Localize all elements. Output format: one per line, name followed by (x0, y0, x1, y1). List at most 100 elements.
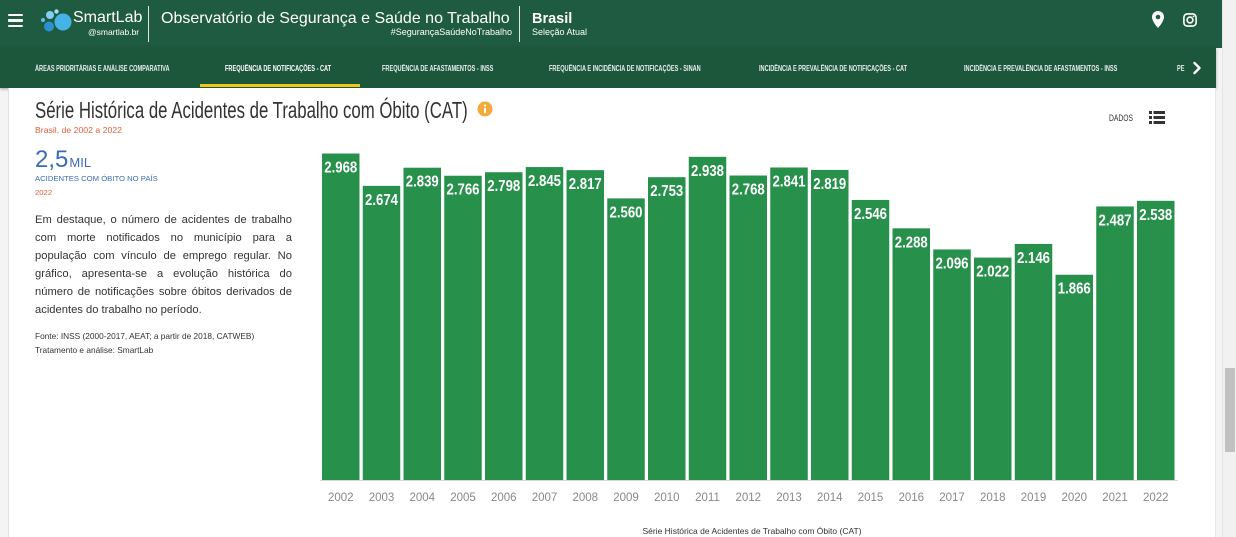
x-tick-label-2008: 2008 (572, 492, 598, 504)
list-icon (1149, 111, 1165, 124)
x-tick-label-2012: 2012 (735, 492, 761, 504)
bar-2007[interactable] (525, 167, 564, 481)
x-tick-label-2020: 2020 (1061, 492, 1087, 504)
bar-value-label-2022: 2.538 (1139, 207, 1172, 224)
x-tick-label-2017: 2017 (939, 492, 965, 504)
card-title: Série Histórica de Acidentes de Trabalho… (35, 97, 468, 123)
bar-2003[interactable] (362, 185, 401, 481)
location-caption: Seleção Atual (532, 27, 588, 37)
data-button[interactable]: DADOS (1108, 110, 1168, 126)
instagram-icon[interactable] (1183, 13, 1197, 27)
bar-2012[interactable] (729, 175, 768, 480)
list-bullet (1149, 116, 1152, 119)
header-divider (148, 6, 149, 42)
list-bullet (1149, 121, 1152, 124)
bar-2018[interactable] (974, 257, 1012, 480)
instagram-frame (1183, 13, 1197, 27)
source-text: Fonte: INSS (2000-2017, AEAT; a partir d… (35, 331, 255, 341)
bar-2004[interactable] (403, 167, 442, 480)
bar-2021[interactable] (1096, 206, 1134, 480)
bar-2006[interactable] (485, 172, 523, 480)
bar-value-label-2010: 2.753 (650, 183, 683, 200)
card-subtitle: Brasil, de 2002 a 2022 (35, 125, 122, 135)
menu-icon-line (8, 14, 23, 17)
header-divider (519, 6, 520, 42)
tab-frequencia-incidencia-sinan[interactable]: FREQUÊNCIA E INCIDÊNCIA DE NOTIFICAÇÕES … (549, 64, 701, 73)
bar-value-label-2002: 2.968 (324, 160, 357, 177)
x-tick-label-2014: 2014 (817, 492, 843, 504)
bar-value-label-2006: 2.798 (487, 178, 520, 195)
chevron-right-icon[interactable] (1192, 61, 1202, 75)
x-tick-label-2013: 2013 (776, 492, 802, 504)
description-text: Em destaque, o número de acidentes de tr… (35, 214, 292, 316)
bar-2009[interactable] (607, 198, 645, 480)
pin-hole (1155, 14, 1161, 20)
location-name[interactable]: Brasil (532, 11, 573, 27)
logo-handle: @smartlab.br (88, 27, 140, 37)
x-tick-label-2019: 2019 (1021, 492, 1047, 504)
tab-incidencia-prevalencia-cat[interactable]: INCIDÊNCIA E PREVALÊNCIA DE NOTIFICAÇÕES… (759, 64, 908, 73)
bar-2019[interactable] (1014, 243, 1053, 480)
bar-value-label-2015: 2.546 (854, 206, 887, 223)
site-hashtag: #SegurançaSaúdeNoTrabalho (390, 27, 512, 37)
logo-dot (54, 9, 59, 14)
tab-frequencia-afastamentos-inss[interactable]: FREQUÊNCIA DE AFASTAMENTOS - INSS (382, 64, 494, 73)
logo-text[interactable]: SmartLab (73, 9, 143, 26)
highlight-year: 2022 (35, 188, 53, 197)
instagram-dot (1192, 15, 1195, 18)
bar-2008[interactable] (566, 170, 605, 480)
scrollbar-thumb[interactable] (1225, 368, 1235, 452)
bar-value-label-2009: 2.560 (610, 204, 643, 221)
bar-value-label-2014: 2.819 (813, 176, 846, 193)
bar-2015[interactable] (851, 199, 890, 480)
map-pin-icon[interactable] (1152, 11, 1164, 28)
tab-areas-prioritarias[interactable]: ÁREAS PRIORITÁRIAS E ANÁLISE COMPARATIVA (35, 64, 170, 73)
x-tick-label-2010: 2010 (654, 492, 680, 504)
bar-value-label-2018: 2.022 (976, 264, 1009, 281)
tab-truncated[interactable]: PE (1177, 64, 1185, 73)
menu-icon-line (8, 19, 23, 22)
bar-2010[interactable] (648, 177, 686, 481)
x-tick-label-2021: 2021 (1102, 492, 1128, 504)
bar-value-label-2004: 2.839 (406, 174, 439, 191)
info-stem (484, 107, 486, 114)
bar-2002[interactable] (322, 153, 360, 480)
highlight-unit: MIL (69, 155, 92, 170)
pin-shape (1152, 11, 1164, 28)
source-block: Fonte: INSS (2000-2017, AEAT; a partir d… (35, 329, 254, 357)
credits-text: Tratamento e análise: SmartLab (35, 345, 154, 355)
logo-dot (54, 13, 72, 31)
site-title[interactable]: Observatório de Segurança e Saúde no Tra… (161, 10, 510, 27)
bar-value-label-2016: 2.288 (895, 234, 928, 251)
tab-frequencia-notificacoes-cat[interactable]: FREQUÊNCIA DE NOTIFICAÇÕES - CAT (225, 64, 332, 73)
section-tabs: ÁREAS PRIORITÁRIAS E ANÁLISE COMPARATIVA… (0, 48, 1216, 88)
bar-2013[interactable] (770, 167, 808, 481)
vertical-scrollbar[interactable] (1222, 0, 1236, 537)
menu-icon-line (8, 24, 23, 27)
x-tick-label-2016: 2016 (898, 492, 924, 504)
bar-2020[interactable] (1055, 274, 1094, 480)
x-tick-label-2018: 2018 (980, 492, 1006, 504)
bar-value-label-2011: 2.938 (691, 163, 724, 180)
bar-2011[interactable] (688, 156, 727, 480)
smartlab-logo-icon[interactable] (40, 8, 74, 34)
x-tick-label-2002: 2002 (328, 492, 354, 504)
list-line (1153, 111, 1165, 114)
bar-2022[interactable] (1137, 200, 1175, 480)
highlight-label: ACIDENTES COM ÓBITO NO PAÍS (35, 174, 158, 183)
list-line (1153, 116, 1165, 119)
bar-2016[interactable] (892, 228, 931, 480)
bar-value-label-2005: 2.766 (447, 182, 480, 199)
instagram-lens (1186, 16, 1194, 24)
chart-caption: Série Histórica de Acidentes de Trabalho… (642, 526, 862, 536)
bar-value-label-2017: 2.096 (936, 255, 969, 272)
menu-icon[interactable] (8, 14, 23, 27)
bar-2005[interactable] (444, 175, 482, 481)
bar-value-label-2013: 2.841 (773, 173, 806, 190)
info-icon[interactable] (477, 101, 493, 117)
bar-value-label-2019: 2.146 (1017, 250, 1050, 267)
bar-2014[interactable] (811, 169, 849, 480)
tab-incidencia-prevalencia-inss[interactable]: INCIDÊNCIA E PREVALÊNCIA DE AFASTAMENTOS… (964, 64, 1118, 73)
bar-2017[interactable] (933, 249, 971, 480)
list-line (1153, 121, 1165, 124)
